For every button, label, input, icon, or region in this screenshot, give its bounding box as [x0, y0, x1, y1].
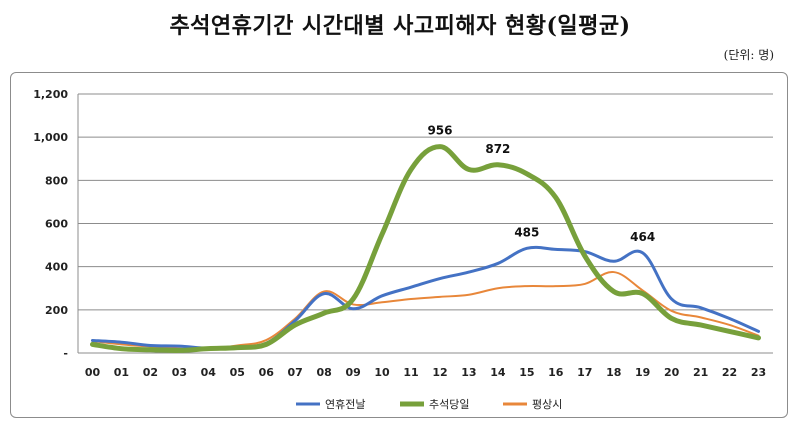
x-tick-label: 23 [751, 366, 766, 379]
x-tick-label: 14 [490, 366, 506, 379]
x-tick-label: 11 [403, 366, 418, 379]
x-tick-label: 10 [374, 366, 390, 379]
x-tick-label: 18 [606, 366, 621, 379]
x-tick-label: 16 [548, 366, 564, 379]
series-line-1 [89, 144, 762, 353]
legend-label-2: 평상시 [532, 398, 562, 411]
chart-title: 추석연휴기간 시간대별 사고피해자 현황(일평균) [169, 13, 631, 39]
y-tick-label: 1,200 [33, 88, 68, 101]
x-tick-label: 00 [85, 366, 101, 379]
y-tick-label: 200 [45, 304, 68, 317]
unit-label: (단위: 명) [723, 48, 774, 62]
x-tick-label: 06 [259, 366, 275, 379]
x-tick-label: 17 [577, 366, 592, 379]
x-tick-label: 09 [345, 366, 360, 379]
x-tick-label: 13 [461, 366, 476, 379]
data-label: 872 [485, 142, 510, 156]
legend-label-0: 연휴전날 [325, 398, 365, 411]
x-tick-label: 21 [693, 366, 708, 379]
x-tick-label: 07 [288, 366, 303, 379]
y-tick-label: 1,000 [33, 131, 68, 144]
data-label: 464 [630, 230, 655, 244]
x-tick-label: 03 [172, 366, 187, 379]
x-tick-label: 05 [230, 366, 245, 379]
chart-frame [10, 72, 788, 418]
x-tick-label: 01 [114, 366, 129, 379]
y-tick-label: 400 [45, 261, 68, 274]
legend-label-1: 추석당일 [429, 397, 469, 411]
x-tick-label: 15 [519, 366, 534, 379]
x-tick-label: 04 [201, 366, 217, 379]
y-tick-label: - [63, 347, 68, 360]
data-label: 956 [427, 124, 452, 138]
x-tick-label: 19 [635, 366, 650, 379]
x-tick-label: 08 [316, 366, 331, 379]
data-label: 485 [514, 225, 539, 239]
x-tick-label: 20 [664, 366, 680, 379]
x-tick-label: 22 [722, 366, 737, 379]
y-tick-label: 800 [45, 174, 68, 187]
x-tick-label: 12 [432, 366, 447, 379]
y-tick-label: 600 [45, 218, 68, 231]
x-tick-label: 02 [143, 366, 158, 379]
